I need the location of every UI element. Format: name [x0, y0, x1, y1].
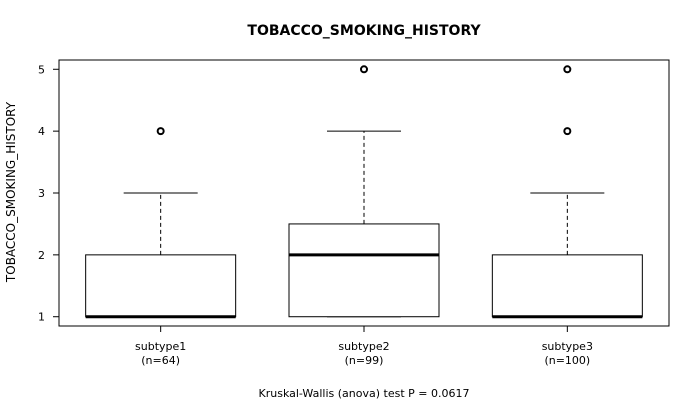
x-tick-label: subtype1	[135, 340, 186, 353]
outlier-point	[563, 127, 572, 136]
box-subtype1	[85, 127, 237, 319]
interquartile-box	[491, 254, 643, 318]
x-tick-count-label: (n=99)	[345, 354, 384, 367]
y-tick-label: 5	[38, 63, 45, 76]
x-tick-label: subtype3	[542, 340, 593, 353]
y-tick-label: 2	[38, 249, 45, 262]
x-axis-labels: subtype1(n=64) subtype2(n=99) subtype3(n=1…	[135, 325, 593, 367]
outlier-point	[360, 65, 368, 74]
chart-title: TOBACCO_SMOKING_HISTORY	[247, 23, 481, 39]
x-tick-count-label: (n=100)	[544, 354, 590, 367]
outlier-point	[563, 65, 572, 74]
x-tick-count-label: (n=64)	[141, 354, 180, 367]
interquartile-box	[288, 223, 440, 318]
x-tick-label: subtype2	[338, 340, 389, 353]
box-subtype2	[288, 65, 440, 318]
interquartile-box	[85, 254, 237, 318]
test-statistic-note: Kruskal-Wallis (anova) test P = 0.0617	[259, 387, 470, 400]
y-axis-label: TOBACCO_SMOKING_HISTORY	[4, 101, 18, 283]
box-subtype3	[491, 65, 643, 319]
outlier-point	[156, 127, 165, 136]
y-tick-label: 4	[38, 125, 45, 138]
y-tick-label: 3	[38, 187, 45, 200]
box-plots	[85, 65, 643, 319]
y-tick-label: 1	[38, 311, 45, 324]
y-axis: 1 2 3 4 5	[38, 63, 60, 324]
